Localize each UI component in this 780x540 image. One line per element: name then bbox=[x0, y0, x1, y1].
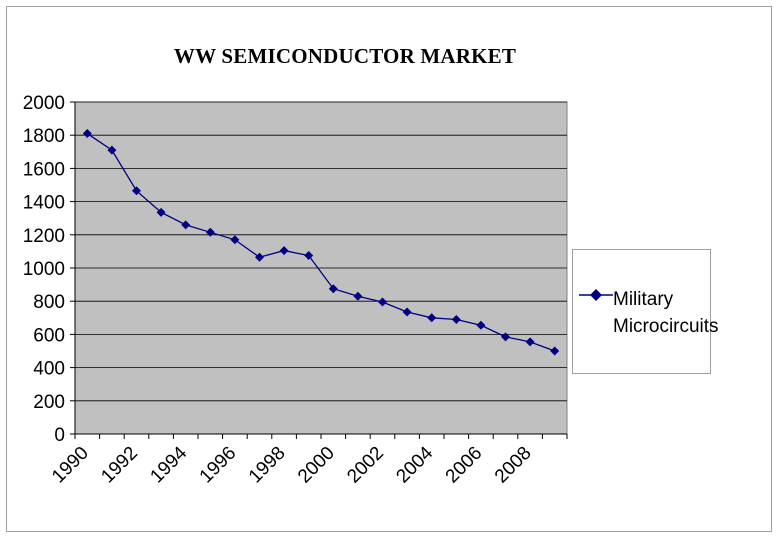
x-tick-label-1996: 1996 bbox=[196, 443, 241, 488]
x-tick-label-2000: 2000 bbox=[294, 443, 339, 488]
x-tick-label-2008: 2008 bbox=[491, 443, 536, 488]
data-point-2001 bbox=[353, 291, 363, 301]
data-point-2007 bbox=[501, 332, 510, 342]
data-point-1990 bbox=[82, 129, 92, 139]
legend: Military Microcircuits bbox=[572, 249, 719, 374]
data-point-2003 bbox=[402, 307, 412, 317]
chart-title: WW SEMICONDUCTOR MARKET bbox=[173, 44, 517, 68]
y-tick-label-2000: 2000 bbox=[23, 93, 65, 114]
x-tick-label-1992: 1992 bbox=[97, 443, 142, 488]
series-line-0 bbox=[86, 133, 555, 352]
data-point-1991 bbox=[107, 145, 117, 155]
y-tick-label-400: 400 bbox=[33, 359, 65, 380]
y-tick-label-600: 600 bbox=[33, 325, 65, 346]
x-tick-label-1998: 1998 bbox=[245, 443, 290, 488]
data-point-1998 bbox=[279, 246, 289, 256]
y-tick-label-1000: 1000 bbox=[23, 259, 65, 280]
y-tick-label-0: 0 bbox=[54, 425, 65, 446]
data-point-1995 bbox=[205, 227, 215, 237]
x-tick-label-2006: 2006 bbox=[442, 443, 487, 488]
y-tick-label-1200: 1200 bbox=[23, 226, 65, 247]
x-tick-label-1994: 1994 bbox=[146, 442, 191, 487]
data-point-2006 bbox=[476, 320, 486, 330]
data-point-1993 bbox=[156, 207, 166, 217]
x-tick-label-2004: 2004 bbox=[392, 442, 437, 487]
data-point-2008 bbox=[525, 337, 535, 347]
x-axis-ticks: 1990 1992 1994 1996 1998 2000 2002 2004 2006 2008 bbox=[48, 434, 568, 488]
data-point-2009 bbox=[550, 346, 560, 356]
data-point-2000 bbox=[328, 284, 338, 294]
data-point-1992 bbox=[132, 186, 141, 196]
legend-swatch-icon bbox=[579, 289, 613, 301]
grid-lines bbox=[75, 101, 567, 402]
x-tick-label-1990: 1990 bbox=[48, 443, 93, 488]
data-point-1994 bbox=[181, 220, 191, 230]
y-tick-label-1600: 1600 bbox=[23, 159, 65, 180]
data-point-2002 bbox=[378, 297, 387, 307]
y-axis-ticks: 0 200 400 600 800 1000 1200 1400 1600 1800 2000 bbox=[23, 93, 75, 446]
x-tick-label-2002: 2002 bbox=[343, 443, 388, 488]
series-group bbox=[82, 129, 560, 356]
y-tick-label-1800: 1800 bbox=[23, 126, 65, 147]
y-tick-label-200: 200 bbox=[33, 392, 65, 413]
data-point-1997 bbox=[255, 252, 264, 262]
y-tick-label-800: 800 bbox=[33, 292, 65, 313]
data-point-1996 bbox=[230, 235, 240, 245]
legend-label-military-microcircuits: Military Microcircuits bbox=[613, 289, 719, 337]
data-point-1999 bbox=[304, 251, 314, 261]
data-point-2005 bbox=[451, 314, 461, 324]
y-tick-label-1400: 1400 bbox=[23, 193, 65, 214]
data-point-2004 bbox=[427, 313, 437, 323]
